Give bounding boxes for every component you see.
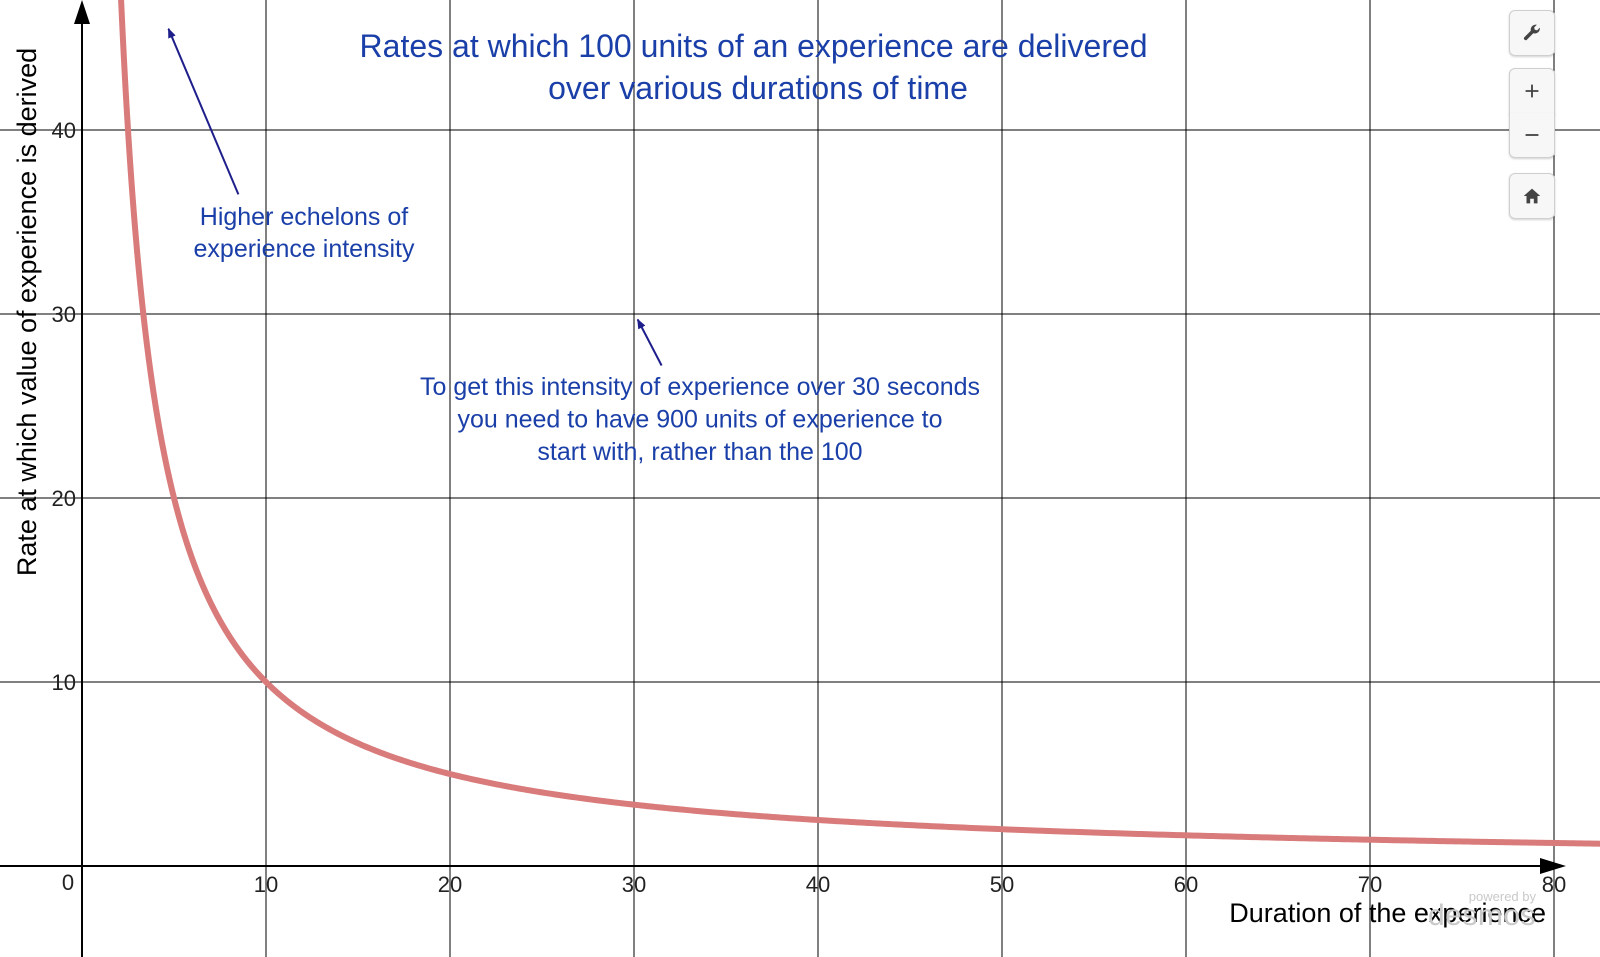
x-tick-label-70: 70: [1358, 872, 1382, 897]
curve-y-equals-100-over-x: [118, 0, 1600, 847]
annotation-text-2: To get this intensity of experience over…: [420, 373, 980, 466]
annotation-1-line-2: experience intensity: [194, 235, 415, 263]
x-tick-label-60: 60: [1174, 872, 1198, 897]
y-axis-title: Rate at which value of experience is der…: [12, 48, 42, 576]
desmos-wordmark: desmos: [1427, 899, 1536, 932]
chart-title-line-1: Rates at which 100 units of an experienc…: [360, 28, 1148, 64]
annotation-2-line-2: you need to have 900 units of experience…: [457, 406, 942, 434]
x-tick-label-30: 30: [622, 872, 646, 897]
y-tick-label-40: 40: [52, 118, 76, 143]
x-axis-arrowhead: [1540, 858, 1566, 874]
x-axis-title: Duration of the experience: [1229, 898, 1546, 928]
wrench-icon: [1523, 24, 1540, 41]
origin-label: 0: [62, 870, 74, 895]
axes: [0, 0, 1566, 957]
y-tick-label-10: 10: [52, 670, 76, 695]
x-tick-label-80: 80: [1542, 872, 1566, 897]
chart-title: Rates at which 100 units of an experienc…: [360, 28, 1157, 106]
chart-title-line-2: over various durations of time: [548, 70, 968, 106]
annotation-arrow-1: [167, 27, 240, 195]
annotation-2-line-3: start with, rather than the 100: [537, 438, 862, 466]
zoom-in-button[interactable]: [1509, 68, 1555, 114]
plus-icon: [1525, 84, 1539, 98]
y-tick-label-20: 20: [52, 486, 76, 511]
annotation-text-1: Higher echelons of experience intensity: [194, 203, 415, 263]
powered-by-text: powered by: [1468, 889, 1536, 904]
annotation-1-line-1: Higher echelons of: [200, 203, 409, 231]
x-tick-label-20: 20: [438, 872, 462, 897]
y-tick-label-30: 30: [52, 302, 76, 327]
x-tick-label-10: 10: [254, 872, 278, 897]
y-axis-arrowhead: [74, 0, 90, 24]
annotation-arrow-2: [636, 318, 663, 366]
zoom-out-button[interactable]: [1509, 113, 1555, 158]
graph-settings-button[interactable]: [1509, 10, 1555, 56]
minus-icon: [1525, 134, 1539, 136]
default-viewport-button[interactable]: [1509, 173, 1555, 219]
annotation-2-line-1: To get this intensity of experience over…: [420, 373, 980, 401]
powered-by-desmos-logo: powered by desmos: [1427, 889, 1536, 932]
x-tick-label-50: 50: [990, 872, 1014, 897]
x-tick-label-40: 40: [806, 872, 830, 897]
home-icon: [1523, 188, 1541, 204]
